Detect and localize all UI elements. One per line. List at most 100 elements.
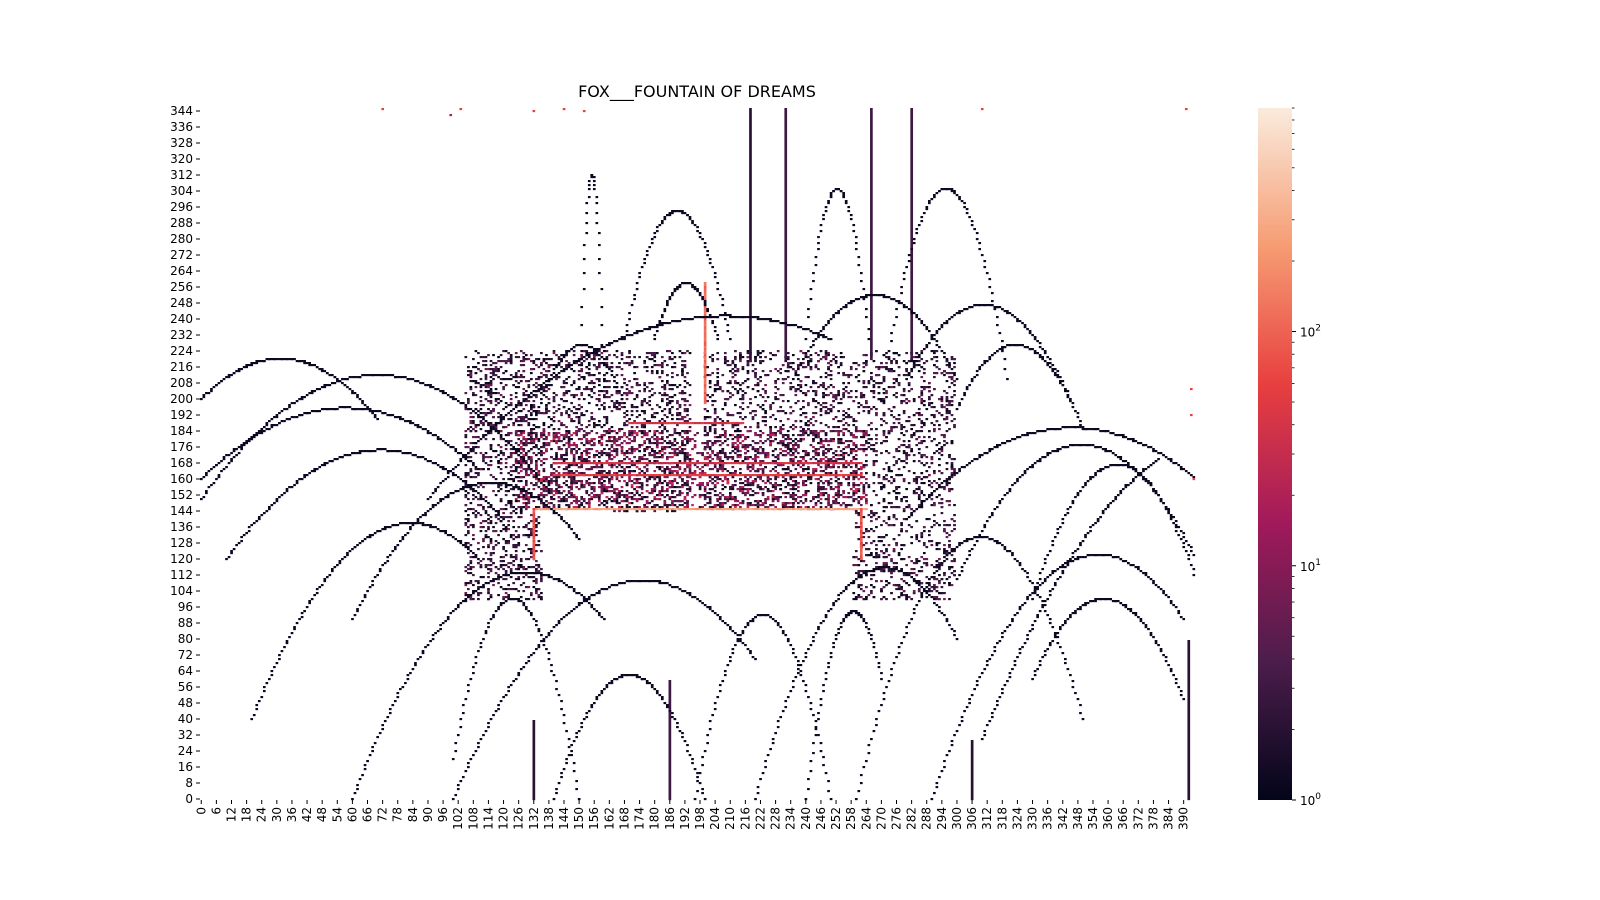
heat-cell bbox=[766, 490, 770, 493]
heat-cell bbox=[882, 500, 886, 503]
heat-cell bbox=[859, 584, 863, 587]
heat-cell bbox=[857, 572, 861, 575]
heat-cell bbox=[854, 556, 858, 559]
heat-cell bbox=[600, 470, 604, 473]
heat-cell bbox=[847, 416, 851, 419]
heat-cell bbox=[567, 416, 571, 419]
heat-cell bbox=[739, 406, 742, 409]
heat-cell bbox=[915, 488, 919, 491]
heat-cell bbox=[854, 362, 858, 365]
heat-cell bbox=[718, 498, 722, 501]
heat-cell bbox=[655, 442, 659, 445]
heat-cell bbox=[938, 562, 941, 565]
heat-cell bbox=[723, 404, 727, 407]
heat-cell bbox=[716, 416, 720, 419]
heat-cell bbox=[504, 564, 508, 567]
heat-cell bbox=[545, 376, 548, 379]
heat-cell bbox=[887, 516, 891, 519]
heat-cell bbox=[728, 396, 732, 399]
heat-cell bbox=[933, 452, 936, 455]
heat-cell bbox=[849, 448, 853, 451]
heat-cell bbox=[666, 398, 669, 401]
heat-cell bbox=[686, 372, 689, 375]
heat-cell bbox=[885, 522, 888, 525]
heat-cell bbox=[464, 480, 468, 483]
heat-cell bbox=[648, 400, 652, 403]
heat-cell bbox=[734, 480, 737, 483]
heat-cell bbox=[930, 402, 934, 405]
heat-cell bbox=[834, 494, 838, 497]
heat-cell bbox=[686, 500, 689, 503]
heat-cell bbox=[524, 390, 528, 393]
heat-cell bbox=[499, 498, 503, 501]
heat-cell bbox=[499, 462, 503, 465]
heat-cell bbox=[598, 378, 601, 381]
heat-cell bbox=[655, 476, 659, 479]
heat-cell bbox=[902, 510, 906, 513]
heat-cell bbox=[467, 564, 470, 567]
heat-cell bbox=[467, 518, 470, 521]
heat-cell bbox=[771, 494, 775, 497]
heat-cell bbox=[862, 406, 866, 409]
heat-cell bbox=[718, 452, 722, 455]
heat-cell bbox=[759, 406, 762, 409]
heat-cell bbox=[633, 470, 636, 473]
heat-cell bbox=[587, 388, 591, 391]
heat-cell bbox=[789, 362, 793, 365]
heat-cell bbox=[499, 366, 503, 369]
heat-cell bbox=[545, 478, 548, 481]
heat-cell bbox=[711, 372, 715, 375]
heat-cell bbox=[537, 376, 541, 379]
heat-cell bbox=[550, 424, 553, 427]
heat-cell bbox=[799, 380, 803, 383]
heat-cell bbox=[655, 460, 659, 463]
heat-cell bbox=[827, 502, 830, 505]
heat-cell bbox=[540, 494, 543, 497]
heat-cell bbox=[948, 490, 951, 493]
heat-cell bbox=[761, 416, 765, 419]
heat-cell bbox=[708, 428, 712, 431]
heat-cell bbox=[650, 366, 654, 369]
heat-cell bbox=[897, 552, 901, 555]
heat-cell bbox=[713, 476, 717, 479]
heat-cell bbox=[484, 412, 488, 415]
heat-cell bbox=[807, 390, 810, 393]
heat-cell bbox=[484, 512, 488, 515]
heat-cell bbox=[857, 564, 861, 567]
heat-cell bbox=[535, 590, 538, 593]
heat-cell bbox=[824, 434, 828, 437]
heat-cell bbox=[492, 424, 495, 427]
heat-cell bbox=[524, 534, 528, 537]
heat-cell bbox=[759, 394, 762, 397]
heat-cell bbox=[514, 376, 518, 379]
heat-cell bbox=[472, 494, 475, 497]
heat-cell bbox=[532, 428, 536, 431]
heat-cell bbox=[514, 380, 518, 383]
heat-cell bbox=[527, 586, 531, 589]
heat-cell bbox=[472, 358, 475, 361]
heat-cell bbox=[824, 492, 828, 495]
heat-cell bbox=[653, 484, 657, 487]
heat-cell bbox=[489, 430, 493, 433]
heat-cell bbox=[922, 482, 926, 485]
heat-cell bbox=[711, 394, 715, 397]
heat-cell bbox=[819, 358, 823, 361]
heat-cell bbox=[570, 470, 573, 473]
heat-cell bbox=[580, 350, 584, 353]
heat-cell bbox=[519, 516, 523, 519]
heat-cell bbox=[474, 496, 478, 499]
heat-cell bbox=[832, 406, 835, 409]
heat-cell bbox=[791, 440, 795, 443]
heat-cell bbox=[502, 386, 505, 389]
heat-cell bbox=[540, 598, 543, 601]
heat-cell bbox=[943, 390, 946, 393]
heat-cell bbox=[799, 426, 803, 429]
heat-cell bbox=[683, 410, 687, 413]
heat-cell bbox=[854, 444, 858, 447]
heat-cell bbox=[925, 596, 929, 599]
heat-cell bbox=[907, 390, 911, 393]
heat-cell bbox=[912, 432, 916, 435]
heat-cell bbox=[482, 526, 485, 529]
heat-cell bbox=[542, 424, 546, 427]
